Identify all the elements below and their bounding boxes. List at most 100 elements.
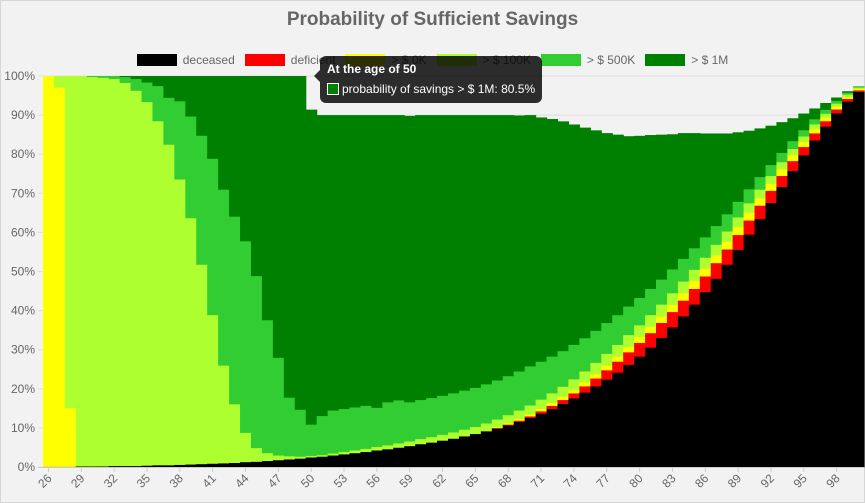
y-tick-label: 80% — [11, 147, 35, 161]
bar-segment — [677, 300, 690, 317]
bar-segment — [382, 449, 394, 468]
tooltip-title: At the age of 50 — [327, 62, 417, 76]
bar-segment — [776, 186, 788, 468]
bar-segment — [196, 463, 208, 468]
x-tick-label: 83 — [659, 471, 679, 491]
x-tick-label: 89 — [725, 471, 745, 491]
legend-item[interactable]: deceased — [136, 53, 235, 67]
bar-segment — [327, 115, 340, 411]
bar-segment — [557, 350, 570, 387]
bar-segment — [43, 76, 55, 467]
bar-segment — [108, 78, 121, 467]
bar-segment — [207, 158, 219, 316]
bar-segment — [612, 356, 624, 362]
bar-segment — [601, 370, 613, 380]
bar-segment — [831, 97, 843, 101]
bar-segment — [316, 456, 329, 468]
bar-segment — [119, 76, 132, 78]
bar-segment — [196, 135, 208, 265]
bar-segment — [415, 399, 427, 440]
bar-segment — [141, 101, 154, 466]
bar-segment — [174, 76, 186, 102]
bar-segment — [546, 393, 559, 404]
x-tick-label: 44 — [232, 471, 252, 491]
bar-segment — [666, 327, 679, 468]
bar-segment — [53, 87, 66, 467]
bar-segment — [568, 344, 580, 380]
bar-segment — [666, 293, 679, 306]
bar-segment — [513, 421, 526, 468]
bar-segment — [787, 148, 799, 156]
x-tick-label: 29 — [68, 471, 88, 491]
bar-segment — [634, 356, 646, 468]
bar-segment — [185, 464, 197, 468]
bar-segment — [491, 380, 504, 420]
bar-segment — [513, 410, 526, 420]
bar-segment — [656, 279, 668, 305]
bar-segment — [305, 455, 318, 458]
bars-group — [43, 76, 865, 468]
bar-segment — [152, 76, 165, 87]
bar-segment — [469, 433, 482, 468]
bar-segment — [853, 90, 865, 92]
tooltip-row: probability of savings > $ 1M: 80.5% — [327, 81, 535, 97]
bar-segment — [294, 76, 307, 410]
bar-segment — [480, 384, 493, 424]
bar-segment — [502, 115, 515, 377]
bar-segment — [590, 386, 602, 468]
bar-segment — [634, 135, 646, 298]
bar-segment — [820, 120, 832, 127]
bar-segment — [787, 154, 799, 162]
bar-segment — [491, 428, 504, 468]
bar-segment — [152, 120, 165, 466]
bar-segment — [294, 456, 307, 459]
bar-segment — [623, 346, 635, 353]
bar-segment — [382, 115, 394, 403]
bar-segment — [229, 76, 241, 217]
bar-segment — [754, 197, 767, 206]
bar-segment — [656, 316, 668, 324]
bar-segment — [349, 407, 362, 451]
bar-segment — [448, 438, 460, 468]
bar-segment — [502, 425, 515, 468]
bar-segment — [765, 190, 778, 203]
bar-segment — [623, 136, 635, 307]
bar-segment — [809, 124, 821, 130]
x-tick-label: 47 — [265, 471, 285, 491]
bar-segment — [623, 334, 635, 347]
x-tick-label: 77 — [594, 471, 614, 491]
y-tick-label: 0% — [18, 460, 36, 474]
chart-tooltip: At the age of 50 probability of savings … — [313, 56, 543, 103]
bar-segment — [360, 405, 372, 449]
bar-segment — [218, 365, 230, 464]
bar-segment — [677, 293, 690, 301]
bar-segment — [86, 466, 99, 468]
bar-segment — [656, 134, 668, 280]
bar-segment — [535, 117, 548, 362]
bar-segment — [152, 465, 165, 468]
bar-segment — [75, 76, 88, 467]
x-tick-label: 74 — [561, 471, 581, 491]
x-tick-label: 92 — [758, 471, 778, 491]
x-tick-label: 50 — [298, 471, 318, 491]
bar-segment — [721, 249, 734, 265]
bar-segment — [316, 454, 329, 457]
bar-segment — [842, 101, 854, 468]
bar-segment — [656, 304, 668, 317]
bar-segment — [787, 118, 799, 142]
bar-segment — [437, 115, 449, 396]
bar-segment — [43, 466, 55, 468]
bar-segment — [776, 122, 788, 153]
bar-segment — [798, 129, 810, 137]
bar-segment — [119, 465, 132, 468]
bar-segment — [645, 332, 657, 348]
legend-item[interactable]: > $ 500K — [540, 53, 635, 67]
bar-segment — [393, 400, 405, 444]
bar-segment — [327, 455, 340, 468]
bar-segment — [426, 442, 438, 468]
bar-segment — [141, 465, 154, 468]
bar-segment — [513, 115, 526, 372]
bar-segment — [207, 76, 219, 159]
bar-segment — [426, 397, 438, 438]
legend-item[interactable]: > $ 1M — [645, 53, 728, 67]
